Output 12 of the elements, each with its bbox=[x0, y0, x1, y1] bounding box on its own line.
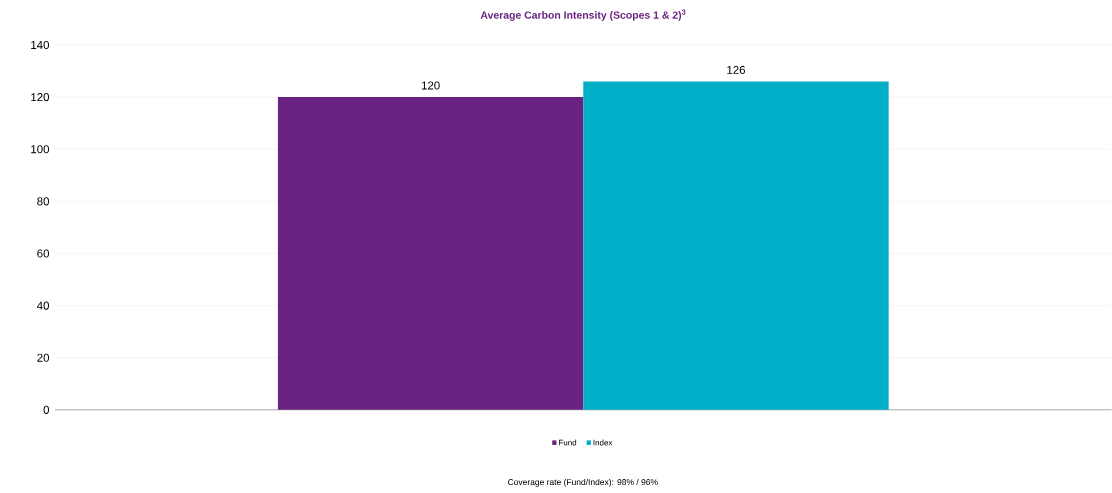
y-tick-label: 120 bbox=[31, 93, 50, 102]
y-tick-label: 40 bbox=[36, 301, 50, 310]
y-tick-label: 80 bbox=[37, 197, 50, 206]
y-tick-label: 60 bbox=[37, 249, 50, 258]
chart-title: Average Carbon Intensity (Scopes 1 & 2)$^{3}$ bbox=[480, 9, 686, 21]
y-tick-label: 140 bbox=[31, 41, 50, 50]
y-tick-label: 100 bbox=[31, 145, 50, 154]
y-tick-label: 20 bbox=[37, 353, 50, 362]
text: Coverage rate (Fund/Index): 98% / 96% bbox=[508, 478, 658, 487]
y-tick-label: 0 bbox=[43, 405, 50, 414]
data-label: 126 bbox=[727, 65, 746, 75]
data-label: 120 bbox=[421, 81, 440, 90]
